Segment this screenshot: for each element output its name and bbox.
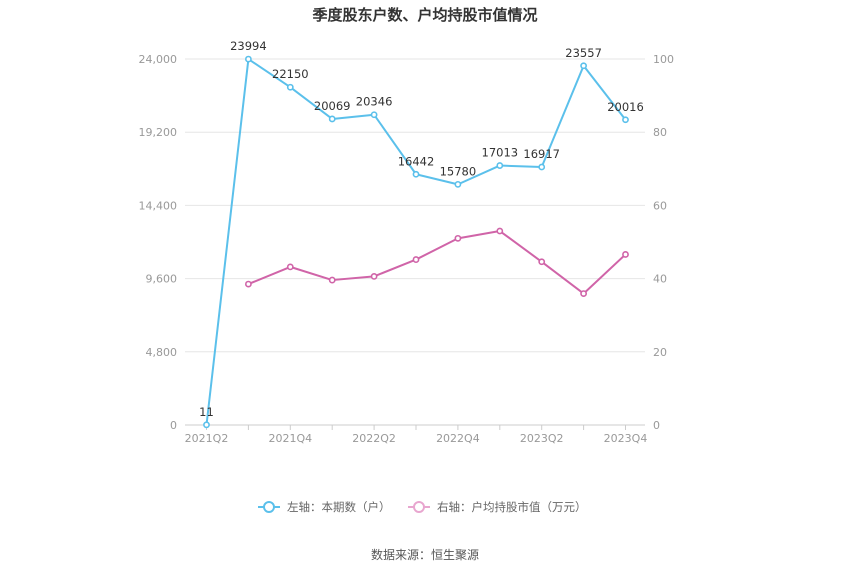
left-tick-label: 14,400 [139,199,178,212]
legend[interactable]: 左轴：本期数（户） 右轴：户均持股市值（万元） [258,500,587,514]
data-label: 17013 [482,146,519,160]
right-tick-label: 80 [653,126,667,139]
x-tick-label: 2021Q4 [268,432,312,445]
series-2-point [412,256,420,263]
left-tick-label: 19,200 [139,126,178,139]
data-label: 23557 [565,46,602,60]
data-label: 20069 [314,99,351,113]
series-1-point [454,180,462,188]
series-1-point [244,55,252,63]
data-source: 数据来源：恒生聚源 [371,547,479,562]
left-tick-label: 9,600 [146,273,178,286]
right-tick-label: 60 [653,199,667,212]
right-tick-label: 40 [653,273,667,286]
left-tick-label: 4,800 [146,346,178,359]
x-tick-label: 2023Q2 [520,432,564,445]
x-tick-label: 2023Q4 [604,432,648,445]
data-label: 23994 [230,39,267,53]
series-2-point [286,263,294,271]
right-axis: 0 20 40 60 80 100 [653,53,674,432]
chart-title: 季度股东户数、户均持股市值情况 [312,6,537,24]
legend-label-right: 右轴：户均持股市值（万元） [437,500,587,514]
legend-item-left[interactable]: 左轴：本期数（户） [258,500,391,514]
x-axis: 2021Q2 2021Q4 2022Q2 2022Q4 2023Q2 2023Q4 [185,425,648,445]
data-label: 16442 [398,154,435,168]
data-label: 20346 [356,95,393,109]
series-line-2 [248,230,627,295]
series-1-point [580,62,587,70]
data-label: 15780 [440,164,477,178]
series-2-point [244,280,252,288]
series-1-point [328,115,336,123]
legend-label-left: 左轴：本期数（户） [287,500,391,514]
left-axis: 0 4,800 9,600 14,400 19,200 24,000 [139,53,178,432]
series-1-point [412,170,420,178]
series-2-point [538,258,546,266]
data-label: 20016 [607,100,644,114]
series-2-point [370,273,378,280]
legend-swatch-marker [263,501,275,513]
right-tick-label: 100 [653,53,674,66]
left-tick-label: 24,000 [139,53,178,66]
left-tick-label: 0 [170,419,177,432]
series-1-point [370,111,378,119]
series-2-point [328,276,336,284]
x-tick-label: 2021Q2 [185,432,229,445]
right-tick-label: 0 [653,419,660,432]
x-tick-label: 2022Q2 [352,432,396,445]
series-2-point [580,290,587,298]
data-label: 16917 [523,147,560,161]
legend-swatch-marker [413,501,425,513]
grid-lines [185,58,645,426]
series-1-point [496,162,504,169]
series-1-point [203,421,210,429]
x-tick-label: 2022Q4 [436,432,480,445]
series-2-point [496,227,504,235]
series-1-point [286,83,294,91]
series-1-point [538,163,546,171]
right-tick-label: 20 [653,346,667,359]
series-2-point [454,234,462,242]
data-labels: 11 23994 22150 20069 20346 16442 15780 17013 169… [199,39,644,419]
legend-item-right[interactable]: 右轴：户均持股市值（万元） [408,500,587,514]
data-label: 22150 [272,67,309,81]
series-line-1 [205,58,627,425]
data-label: 11 [199,405,214,419]
series-1-point [622,116,629,124]
series-2-point [622,251,629,258]
series-layer [203,55,629,429]
